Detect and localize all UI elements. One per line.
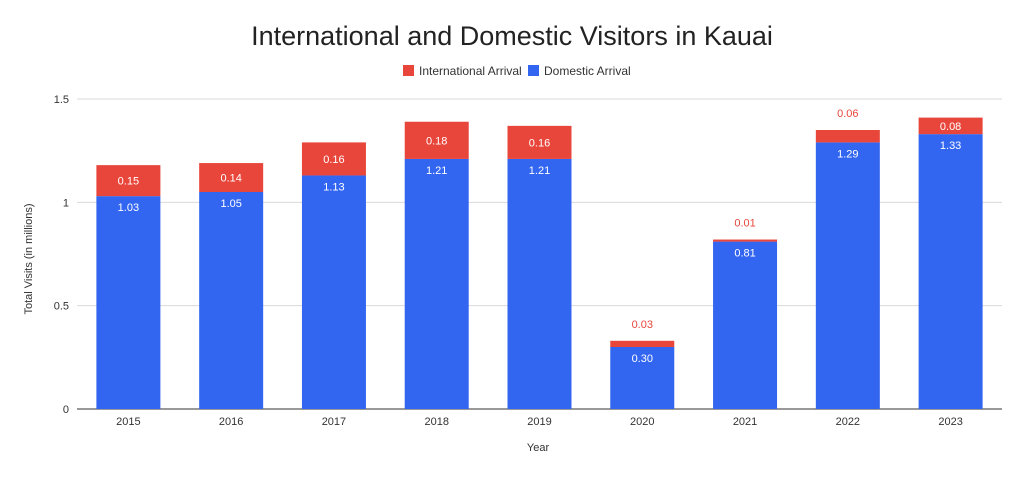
bar-international [610,340,675,347]
bar-international [96,165,161,197]
y-tick-label: 1.5 [54,94,69,106]
bar-domestic [507,158,572,409]
y-axis-ticks: 0 0.5 1 1.5 [54,94,69,416]
y-tick-label: 1 [63,197,69,209]
x-tick-label: 2019 [527,416,551,428]
bar-international [199,163,264,192]
bar-international [815,130,880,143]
data-label-international: 0.08 [940,121,961,133]
x-tick-label: 2016 [219,416,243,428]
bar-international [713,239,778,242]
data-label-domestic: 1.33 [940,140,961,152]
data-label-domestic: 0.81 [734,248,755,260]
data-label-international: 0.16 [323,154,344,166]
bar-domestic [404,158,469,409]
data-label-domestic: 1.21 [529,165,550,177]
legend-swatch-domestic [528,65,539,76]
chart-title: International and Domestic Visitors in K… [251,21,773,51]
data-label-international: 0.01 [734,218,755,230]
y-axis-title: Total Visits (in millions) [23,203,35,314]
bar-labels: 1.03 0.15 1.05 0.14 1.13 0.16 1.21 0.18 1.21 0.16… [118,108,962,365]
data-label-international: 0.18 [426,135,447,147]
x-tick-label: 2020 [630,416,654,428]
bars [96,117,983,409]
x-axis-ticks: 2015 2016 2017 2018 2019 2020 2021 2022 2023 [116,416,963,428]
data-label-domestic: 1.21 [426,165,447,177]
bar-international [507,125,572,159]
data-label-domestic: 1.05 [220,198,241,210]
bar-domestic [918,134,983,409]
x-tick-label: 2021 [733,416,757,428]
bar-domestic [610,347,675,409]
bar-domestic [301,175,366,409]
legend-label-international: International Arrival [419,64,522,78]
data-label-domestic: 1.29 [837,148,858,160]
x-tick-label: 2018 [424,416,448,428]
data-label-international: 0.16 [529,137,550,149]
data-label-domestic: 1.03 [118,202,139,214]
legend-swatch-international [403,65,414,76]
bar-domestic [815,142,880,409]
x-tick-label: 2022 [836,416,860,428]
data-label-international: 0.06 [837,108,858,120]
x-tick-label: 2015 [116,416,140,428]
data-label-domestic: 1.13 [323,181,344,193]
x-tick-label: 2023 [938,416,962,428]
data-label-domestic: 0.30 [632,353,653,365]
legend-label-domestic: Domestic Arrival [544,64,631,78]
data-label-international: 0.03 [632,319,653,331]
y-tick-label: 0.5 [54,301,69,313]
legend: International Arrival Domestic Arrival [403,64,631,78]
data-label-international: 0.15 [118,176,139,188]
bar-international [918,117,983,135]
y-tick-label: 0 [63,404,69,416]
bar-domestic [199,192,264,409]
bar-domestic [713,241,778,409]
x-axis-title: Year [527,442,550,454]
bar-international [301,142,366,176]
x-tick-label: 2017 [322,416,346,428]
bar-international [404,121,469,159]
data-label-international: 0.14 [220,173,241,185]
bar-domestic [96,196,161,409]
